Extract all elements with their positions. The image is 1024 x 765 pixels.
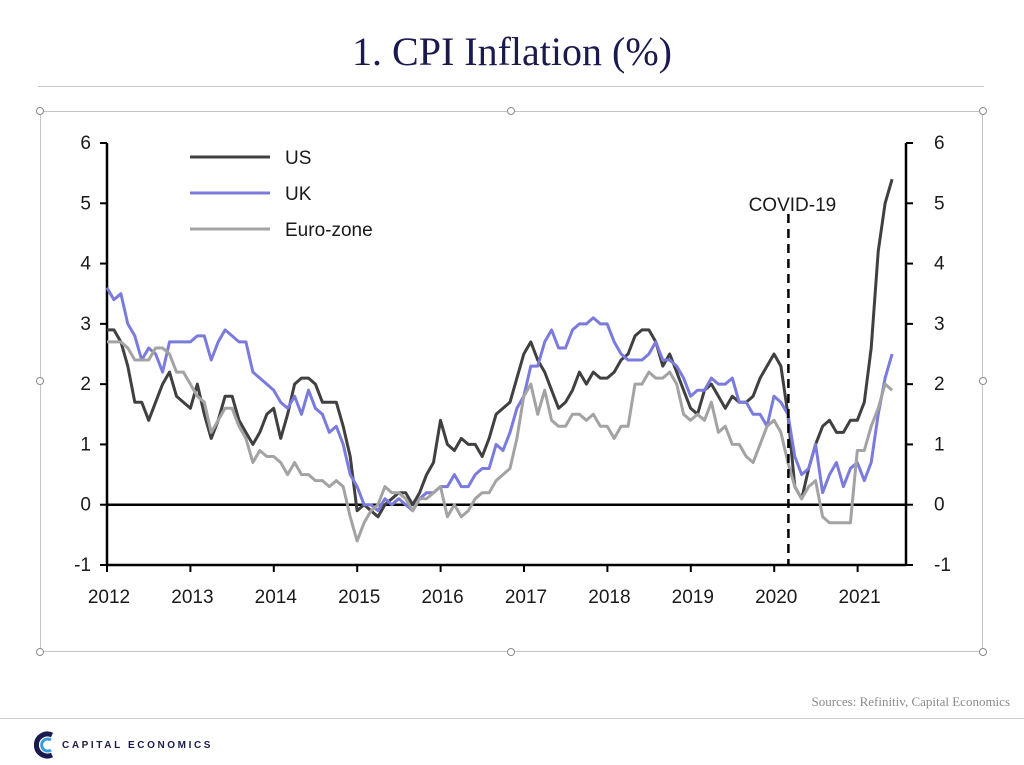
x-tick-label: 2013: [171, 587, 213, 608]
slide-title: 1. CPI Inflation (%): [352, 29, 672, 74]
legend-label-uk: UK: [285, 184, 312, 205]
brand-name: CAPITAL ECONOMICS: [62, 740, 214, 751]
resize-handle-top-right[interactable]: [979, 107, 987, 115]
y-tick-label-left: 0: [80, 495, 91, 516]
series-line-uk: [105, 286, 894, 513]
footer-divider: [0, 718, 1024, 719]
x-tick-label: 2020: [755, 587, 797, 608]
y-tick-label-left: 6: [80, 133, 91, 154]
y-tick-label-left: 5: [80, 193, 91, 214]
resize-handle-top-middle[interactable]: [507, 107, 515, 115]
capital-economics-logo-icon: [33, 731, 54, 759]
series-line-us: [107, 178, 894, 519]
title-divider: [38, 86, 984, 87]
y-tick-label-right: -1: [934, 555, 951, 576]
legend-label-euro-zone: Euro-zone: [285, 220, 373, 241]
series-line-euro-zone: [107, 340, 894, 543]
y-tick-label-left: 4: [80, 254, 91, 275]
x-tick-label: 2012: [88, 587, 130, 608]
y-tick-label-left: -1: [74, 555, 91, 576]
y-tick-label-left: 1: [80, 434, 91, 455]
resize-handle-middle-left[interactable]: [36, 377, 44, 385]
x-tick-label: 2021: [838, 587, 880, 608]
x-tick-label: 2016: [421, 587, 463, 608]
resize-handle-bottom-right[interactable]: [979, 648, 987, 656]
y-tick-label-right: 1: [934, 434, 945, 455]
resize-handle-middle-right[interactable]: [979, 377, 987, 385]
x-tick-label: 2019: [672, 587, 714, 608]
legend-label-us: US: [285, 148, 311, 169]
sources-note: Sources: Refinitiv, Capital Economics: [811, 694, 1010, 709]
y-tick-label-left: 2: [80, 374, 91, 395]
y-tick-label-right: 0: [934, 495, 945, 516]
y-tick-label-left: 3: [80, 314, 91, 335]
y-tick-label-right: 2: [934, 374, 945, 395]
covid-19-label: COVID-19: [749, 195, 837, 216]
x-tick-label: 2015: [338, 587, 380, 608]
resize-handle-bottom-middle[interactable]: [507, 648, 515, 656]
y-tick-label-right: 3: [934, 314, 945, 335]
x-tick-label: 2018: [588, 587, 630, 608]
resize-handle-bottom-left[interactable]: [36, 648, 44, 656]
y-tick-label-right: 6: [934, 133, 945, 154]
x-tick-label: 2017: [505, 587, 547, 608]
resize-handle-top-left[interactable]: [36, 107, 44, 115]
y-tick-label-right: 4: [934, 254, 945, 275]
y-tick-label-right: 5: [934, 193, 945, 214]
x-tick-label: 2014: [255, 587, 298, 608]
